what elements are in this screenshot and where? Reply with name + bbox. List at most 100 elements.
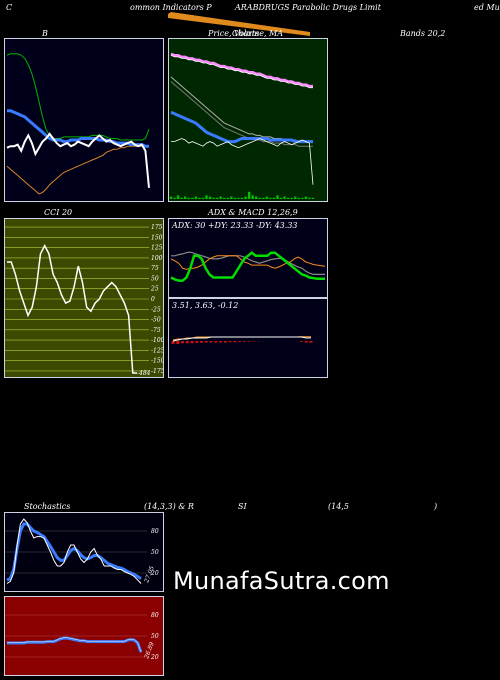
volume-bar: [173, 197, 176, 199]
cci-tick-label: 100: [151, 255, 163, 262]
rsi-tick-label: 80: [151, 612, 159, 619]
cci-tick-label: 0: [151, 296, 155, 303]
adx-title: ADX & MACD 12,26,9: [208, 208, 298, 217]
price-sub: Charts: [232, 29, 260, 38]
volume-bar: [226, 197, 229, 199]
cci-tick-label: -175: [151, 368, 163, 375]
volume-bar: [176, 195, 180, 199]
volume-bar: [297, 197, 300, 199]
macd-hist-bar: [185, 341, 189, 344]
macd-hist-bar: [238, 341, 242, 342]
ma-pink-white-line: [170, 54, 313, 89]
volume-bar: [205, 195, 208, 199]
volume-bar: [279, 197, 283, 199]
volume-bar: [251, 195, 254, 199]
ma-grey-line: [170, 76, 313, 143]
volume-bar: [286, 197, 290, 199]
bollinger-chart: [6, 53, 150, 195]
volume-bar: [208, 196, 212, 199]
volume-bar: [180, 197, 183, 199]
stoch-title: Stochastics: [24, 502, 71, 511]
macd-line: [172, 336, 312, 342]
volume-bar: [265, 196, 269, 199]
cci-tick-label: 75: [151, 265, 159, 272]
macd-hist-bar: [181, 341, 185, 344]
volume-bar: [212, 197, 215, 199]
cci-tick-label: -25: [151, 306, 161, 313]
price-line: [171, 138, 314, 185]
stoch-tick-label: 80: [151, 528, 159, 535]
volume-bar: [184, 196, 187, 199]
macd-hist-bar: [223, 341, 227, 343]
macd-hist-bar: [309, 341, 313, 343]
volume-bar: [308, 197, 311, 199]
cci-chart: 175 150 125 100 75 50 25 0 -25 -50 -75 -100 -125 -150…: [5, 224, 163, 377]
header-right: ed Mu: [474, 3, 500, 12]
volume-bar: [194, 196, 198, 199]
macd-hist-bar: [204, 341, 208, 343]
ma-grey2-line: [170, 81, 313, 147]
macd-hist-bar: [247, 341, 251, 342]
volume-bar: [294, 196, 297, 199]
macd-hist-bar: [242, 341, 246, 342]
volume-bar: [276, 195, 279, 199]
adx-panel: ADX: 30 +DY: 23.33 -DY: 43.33: [168, 218, 328, 298]
volume-bar: [191, 197, 194, 199]
rsi-panel: 80 50 20 26.89: [4, 596, 164, 676]
stoch-tick-label: 50: [151, 549, 159, 556]
cci-tick-label: 150: [151, 234, 163, 241]
macd-hist-bar: [214, 341, 218, 343]
rsi-title: SI: [238, 502, 247, 511]
volume-bar: [215, 197, 219, 199]
stoch-d-line: [6, 522, 142, 582]
macd-hist-bar: [304, 341, 308, 343]
cci-tick-label: -150: [151, 358, 163, 365]
header-company: ARABDRUGS Parabolic Drugs Limit: [235, 3, 381, 12]
cci-title: CCI 20: [44, 208, 73, 217]
bb-price-line: [6, 132, 150, 188]
volume-bar: [247, 191, 251, 199]
macd-values: 3.51, 3.63, -0.12: [172, 301, 239, 310]
macd-hist-bar: [228, 341, 232, 343]
volume-bar: [258, 197, 261, 199]
volume-bar: [255, 196, 258, 199]
volume-bar: [290, 197, 293, 199]
cci-line: [7, 243, 137, 374]
cci-tick-label: -100: [151, 337, 163, 344]
rsi-close: ): [434, 502, 438, 511]
cci-panel: 175 150 125 100 75 50 25 0 -25 -50 -75 -100 -125 -150…: [4, 218, 164, 378]
stoch-params: (14,3,3) & R: [144, 502, 194, 511]
price-panel: [168, 38, 328, 202]
cci-tick-label: -50: [151, 317, 161, 324]
rsi-params: (14,5: [328, 502, 349, 511]
bb-lower-line: [6, 145, 149, 195]
volume-bar: [233, 197, 237, 199]
stoch-panel: 80 50 20 27.05: [4, 512, 164, 592]
macd-chart: [171, 336, 313, 344]
volume-bar: [219, 196, 222, 199]
volume-bar: [311, 197, 315, 199]
cci-tick-label: -75: [151, 327, 161, 334]
volume-bar: [198, 197, 201, 199]
volume-bar: [272, 197, 276, 199]
macd-hist-bar: [190, 341, 194, 344]
rsi-tick-label: 50: [151, 633, 159, 640]
ma-pink-line: [170, 52, 313, 88]
stoch-k-line: [6, 518, 142, 584]
watermark: MunafaSutra.com: [173, 567, 390, 595]
volume-bar: [169, 196, 173, 199]
header-left: C: [6, 3, 13, 12]
macd-hist-bar: [209, 341, 213, 343]
macd-panel: 3.51, 3.63, -0.12: [168, 298, 328, 378]
ma-blue-line: [170, 110, 313, 144]
header-indicators: ommon Indicators P: [130, 3, 212, 12]
macd-hist-bar: [171, 341, 175, 344]
volume-bar: [201, 197, 205, 199]
cci-tick-label: 125: [151, 245, 163, 252]
macd-hist-bar: [195, 341, 199, 343]
volume-bar: [187, 197, 190, 199]
volume-bar: [223, 197, 226, 199]
price-chart: [169, 52, 315, 199]
